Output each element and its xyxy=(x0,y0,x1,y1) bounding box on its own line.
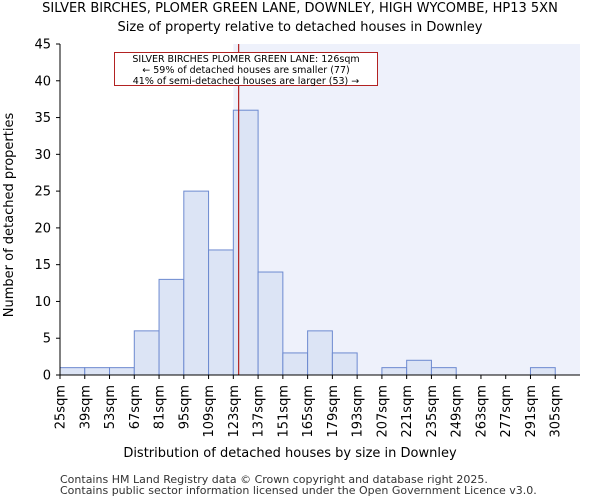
y-tick-label: 15 xyxy=(34,258,51,273)
x-tick-label: 207sqm xyxy=(375,385,390,438)
x-tick-label: 151sqm xyxy=(276,385,291,438)
bar-137sqm xyxy=(257,271,284,376)
bar-67sqm xyxy=(133,330,160,376)
y-tick-label: 10 xyxy=(34,295,51,310)
x-tick-label: 123sqm xyxy=(227,385,242,438)
x-tick-label: 235sqm xyxy=(425,385,440,438)
x-tick-label: 109sqm xyxy=(202,385,217,438)
x-tick-label: 277sqm xyxy=(499,385,514,438)
x-tick-label: 137sqm xyxy=(252,385,267,438)
footer-line-1: Contains HM Land Registry data © Crown c… xyxy=(60,473,488,486)
bar-151sqm xyxy=(282,352,309,376)
bar-235sqm xyxy=(430,367,457,376)
bar-291sqm xyxy=(529,367,556,376)
x-tick-label: 263sqm xyxy=(474,385,489,438)
annotation-line-3: 41% of semi-detached houses are larger (… xyxy=(132,76,360,87)
x-ticks-layer: 25sqm 39sqm 53sqm 67sqm 81sqm 95sqm 109sqm 123s… xyxy=(54,375,564,438)
x-axis-label: Distribution of detached houses by size … xyxy=(123,446,457,461)
bar-25sqm xyxy=(59,367,86,376)
chart-subtitle: Size of property relative to detached ho… xyxy=(117,20,483,35)
x-tick-label: 249sqm xyxy=(450,385,465,438)
y-tick-label: 5 xyxy=(43,332,51,347)
y-tick-label: 30 xyxy=(34,148,51,163)
bar-109sqm xyxy=(208,249,234,376)
x-tick-label: 193sqm xyxy=(351,385,366,438)
bar-179sqm xyxy=(331,352,358,376)
footer-line-2: Contains public sector information licen… xyxy=(60,484,537,497)
bar-165sqm xyxy=(307,330,333,376)
x-tick-label: 95sqm xyxy=(177,385,192,429)
y-tick-label: 20 xyxy=(34,221,51,236)
histogram-chart: 0 5 10 15 20 25 30 35 40 45 25sqm 39sqm 53sqm 67sqm 8… xyxy=(2,38,581,461)
bar-95sqm xyxy=(183,190,210,376)
bar-53sqm xyxy=(109,367,135,376)
annotation-box: SILVER BIRCHES PLOMER GREEN LANE: 126sqm… xyxy=(114,52,378,87)
x-tick-label: 39sqm xyxy=(78,385,93,429)
x-tick-label: 165sqm xyxy=(301,385,316,438)
y-tick-label: 40 xyxy=(34,74,51,89)
x-tick-label: 25sqm xyxy=(54,385,69,429)
axes-layer xyxy=(59,44,580,376)
bar-39sqm xyxy=(84,367,111,376)
chart-title: SILVER BIRCHES, PLOMER GREEN LANE, DOWNL… xyxy=(42,1,558,16)
x-tick-label: 291sqm xyxy=(524,385,539,438)
y-tick-label: 0 xyxy=(43,369,51,384)
y-axis-label: Number of detached properties xyxy=(2,113,17,318)
annotation-line-2: ← 59% of detached houses are smaller (77… xyxy=(142,65,350,76)
y-ticks-layer: 0 5 10 15 20 25 30 35 40 45 xyxy=(34,38,60,384)
bar-207sqm xyxy=(381,367,408,376)
annotation-line-1: SILVER BIRCHES PLOMER GREEN LANE: 126sqm xyxy=(132,54,360,65)
x-tick-label: 53sqm xyxy=(103,385,118,429)
x-tick-label: 305sqm xyxy=(549,385,564,438)
x-tick-label: 221sqm xyxy=(400,385,415,438)
bar-221sqm xyxy=(406,359,432,376)
bar-81sqm xyxy=(158,278,185,376)
bars-layer xyxy=(59,109,556,376)
x-tick-label: 179sqm xyxy=(326,385,341,438)
highlight-region xyxy=(233,44,581,375)
bar-123sqm xyxy=(232,109,259,376)
highlight-region-layer xyxy=(233,44,581,375)
y-tick-label: 35 xyxy=(34,111,51,126)
y-tick-label: 25 xyxy=(34,185,51,200)
x-tick-label: 67sqm xyxy=(128,385,143,429)
y-tick-label: 45 xyxy=(34,38,51,53)
x-tick-label: 81sqm xyxy=(153,385,168,429)
